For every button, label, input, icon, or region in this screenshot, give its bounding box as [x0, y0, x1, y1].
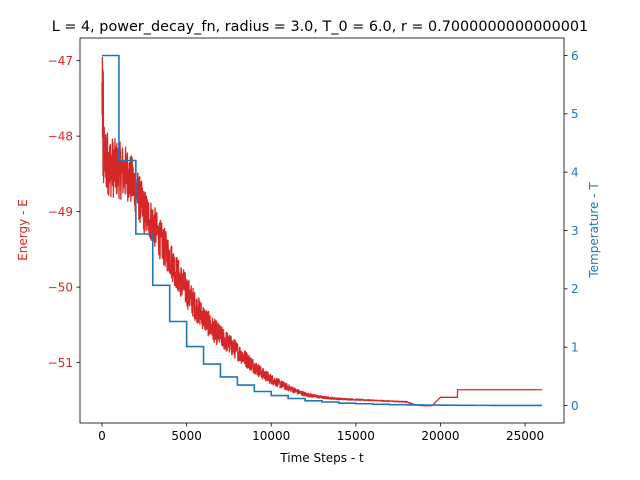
x-axis-label: Time Steps - t: [279, 451, 364, 465]
energy-series-line: [101, 56, 543, 407]
y-axis-left: −47 −48 −49 −50 −51: [48, 54, 80, 370]
y-left-tick-label: −51: [48, 356, 73, 370]
x-tick-label: 10000: [252, 429, 290, 443]
y-right-tick-label: 1: [571, 340, 579, 354]
temperature-series-line: [102, 54, 542, 407]
chart-title: L = 4, power_decay_fn, radius = 3.0, T_0…: [52, 19, 588, 35]
x-tick-label: 15000: [337, 429, 375, 443]
x-tick-label: 25000: [506, 429, 544, 443]
y-axis-right-label: Temperature - T: [587, 182, 601, 279]
y-right-tick-label: 4: [571, 165, 579, 179]
y-left-tick-label: −49: [48, 205, 73, 219]
y-left-tick-label: −48: [48, 129, 73, 143]
y-left-tick-label: −47: [48, 54, 73, 68]
x-axis: 0 5000 10000 15000 20000 25000: [98, 423, 544, 443]
x-tick-label: 20000: [421, 429, 459, 443]
y-axis-right: 0 1 2 3 4 5 6: [564, 49, 579, 413]
y-right-tick-label: 5: [571, 107, 579, 121]
y-right-tick-label: 2: [571, 282, 579, 296]
x-tick-label: 5000: [171, 429, 202, 443]
y-right-tick-label: 0: [571, 399, 579, 413]
y-left-tick-label: −50: [48, 280, 73, 294]
x-tick-label: 0: [98, 429, 106, 443]
y-right-tick-label: 3: [571, 224, 579, 238]
y-axis-left-label: Energy - E: [16, 199, 30, 261]
y-right-tick-label: 6: [571, 49, 579, 63]
